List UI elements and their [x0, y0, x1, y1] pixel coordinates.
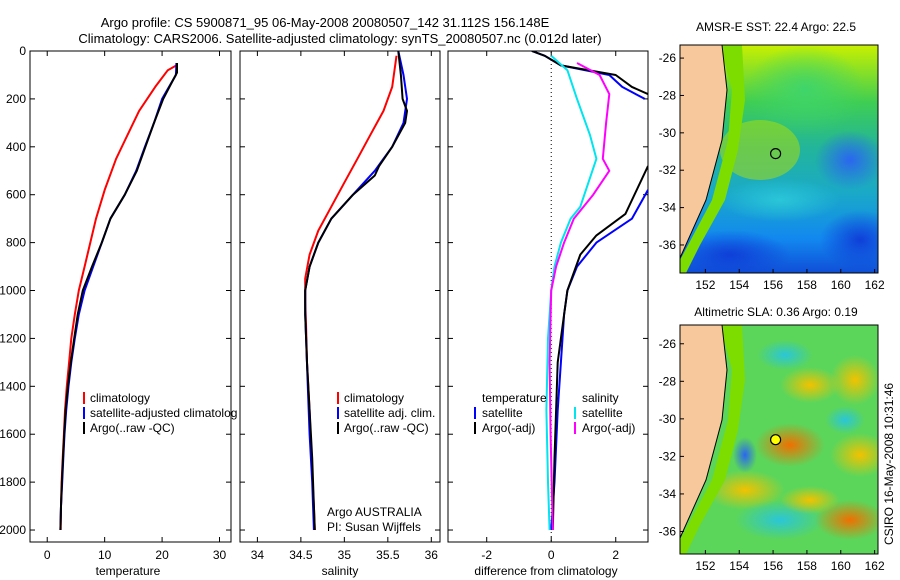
temperature-ytick-label: 1600 — [0, 427, 26, 441]
sla-map-ytick-label: -30 — [659, 412, 677, 426]
salinity-panel: 34 34.5 35 35.5 36 salinity climatology sate… — [239, 50, 441, 578]
salinity-xtick-label: 34 — [251, 548, 265, 562]
sst-map-xtick-label: 160 — [831, 278, 851, 292]
sst-map-panel: AMSR-E SST: 22.4 Argo: 22.5 152 154 156 158… — [659, 20, 885, 292]
figure-title-line2: Climatology: CARS2006. Satellite-adjuste… — [78, 31, 601, 46]
difference-legend-label-sal-argo: Argo(-adj) — [582, 421, 635, 435]
sst-map-coastline — [680, 45, 728, 259]
temperature-xtick-label: 20 — [155, 548, 169, 562]
difference-panel: -2 0 2 difference from climatology tempera… — [447, 50, 649, 578]
difference-legend-label-temp-argo: Argo(-adj) — [482, 421, 535, 435]
sst-map-xtick-label: 162 — [865, 278, 885, 292]
sla-map-ytick-label: -36 — [659, 524, 677, 538]
difference-series-line — [548, 62, 611, 531]
sla-map-xtick-label: 158 — [797, 559, 817, 573]
salinity-legend: climatology satellite adj. clim. Argo(..… — [337, 391, 435, 435]
temperature-ytick-label: 1400 — [0, 379, 26, 393]
difference-legend-label-temp-satellite: satellite — [482, 406, 523, 420]
temperature-ytick-label: 1000 — [0, 284, 26, 298]
difference-xtick-label: 0 — [548, 548, 555, 562]
sst-map-frame — [679, 44, 879, 274]
sla-map-ytick-label: -34 — [659, 487, 677, 501]
difference-xlabel: difference from climatology — [474, 564, 617, 578]
salinity-xtick-label: 35 — [338, 548, 352, 562]
sst-map-ytick-label: -30 — [659, 126, 677, 140]
sst-argo-marker — [769, 148, 782, 160]
salinity-legend-label-climatology: climatology — [344, 391, 404, 405]
temperature-ytick-label: 400 — [6, 140, 26, 154]
sst-map-title: AMSR-E SST: 22.4 Argo: 22.5 — [696, 20, 856, 34]
difference-legend-header-temperature: temperature — [482, 391, 547, 405]
sst-map-ytick-label: -36 — [659, 238, 677, 252]
sla-map-ytick-label: -28 — [659, 374, 677, 388]
temperature-legend: climatology satellite-adjusted climatolo… — [83, 391, 237, 435]
sla-map-frame — [679, 324, 879, 555]
temperature-ytick-label: 1800 — [0, 475, 26, 489]
temperature-xtick-label: 30 — [213, 548, 227, 562]
sla-map-xtick-label: 156 — [763, 559, 783, 573]
temperature-xtick-label: 10 — [98, 548, 112, 562]
sst-map-shelf — [680, 45, 745, 273]
temperature-ytick-label: 1200 — [0, 331, 26, 345]
sla-map-xtick-label: 162 — [865, 559, 885, 573]
temperature-ytick-label: 600 — [6, 188, 26, 202]
difference-xtick-label: -2 — [481, 548, 492, 562]
temperature-legend-label-argo: Argo(..raw -QC) — [90, 421, 175, 435]
sla-map-ytick-label: -26 — [659, 337, 677, 351]
sst-map-xtick-label: 158 — [797, 278, 817, 292]
salinity-legend-label-satellite: satellite adj. clim. — [344, 406, 435, 420]
sla-map-field — [680, 325, 878, 554]
sla-argo-marker — [769, 434, 782, 446]
difference-legend-header-salinity: salinity — [582, 391, 619, 405]
sst-map-land — [680, 45, 727, 258]
sla-map-xtick-label: 154 — [729, 559, 749, 573]
difference-legend: temperature satellite Argo(-adj) salinit… — [474, 391, 635, 435]
sla-map-shelf — [680, 325, 745, 554]
salinity-xlabel: salinity — [322, 564, 359, 578]
temperature-ytick-label: 200 — [6, 92, 26, 106]
temperature-panel: 0 10 20 30 0 200 400 600 800 1000 1200 1400 1600 1800… — [0, 44, 237, 578]
temperature-xtick-label: 0 — [44, 548, 51, 562]
salinity-legend-label-argo: Argo(..raw -QC) — [344, 421, 429, 435]
salinity-xtick-label: 34.5 — [289, 548, 313, 562]
salinity-annotation-institution: Argo AUSTRALIA — [327, 505, 422, 519]
figure-title-line1: Argo profile: CS 5900871_95 06-May-2008 … — [101, 15, 550, 30]
credit-text: CSIRO 16-May-2008 10:31:46 — [882, 383, 896, 545]
difference-xtick-label: 2 — [612, 548, 619, 562]
salinity-series-line — [304, 50, 408, 531]
sst-map-ytick-label: -26 — [659, 51, 677, 65]
sla-map-xtick-label: 160 — [831, 559, 851, 573]
temperature-ytick-label: 0 — [19, 44, 26, 58]
sst-map-ytick-label: -32 — [659, 163, 677, 177]
temperature-legend-label-satellite: satellite-adjusted climatolog — [90, 406, 237, 420]
temperature-ytick-label: 2000 — [0, 523, 26, 537]
sla-map-xtick-label: 152 — [695, 559, 715, 573]
sst-map-xtick-label: 152 — [695, 278, 715, 292]
sst-map-field — [680, 45, 878, 273]
sla-map-title: Altimetric SLA: 0.36 Argo: 0.19 — [694, 305, 858, 319]
salinity-xtick-label: 35.5 — [376, 548, 400, 562]
temperature-series-line — [59, 63, 178, 531]
sst-map-xtick-label: 156 — [763, 278, 783, 292]
sst-map-xtick-label: 154 — [729, 278, 749, 292]
sla-map-panel: Altimetric SLA: 0.36 Argo: 0.19 152 154 15… — [659, 305, 885, 573]
sla-map-coastline — [680, 325, 728, 539]
difference-series-line — [551, 165, 648, 531]
salinity-annotation-pi: PI: Susan Wijffels — [327, 520, 421, 534]
temperature-xlabel: temperature — [96, 564, 161, 578]
salinity-xtick-label: 36 — [425, 548, 439, 562]
difference-series-line — [545, 55, 598, 531]
salinity-axes-box — [239, 50, 441, 543]
temperature-legend-label-climatology: climatology — [90, 391, 150, 405]
sla-map-ytick-label: -32 — [659, 449, 677, 463]
sst-map-ytick-label: -34 — [659, 201, 677, 215]
sla-map-land — [680, 325, 727, 538]
temperature-axes-box — [29, 50, 232, 543]
difference-legend-label-sal-satellite: satellite — [582, 406, 623, 420]
difference-series-line — [531, 51, 648, 96]
temperature-ytick-label: 800 — [6, 236, 26, 250]
sst-map-ytick-label: -28 — [659, 88, 677, 102]
